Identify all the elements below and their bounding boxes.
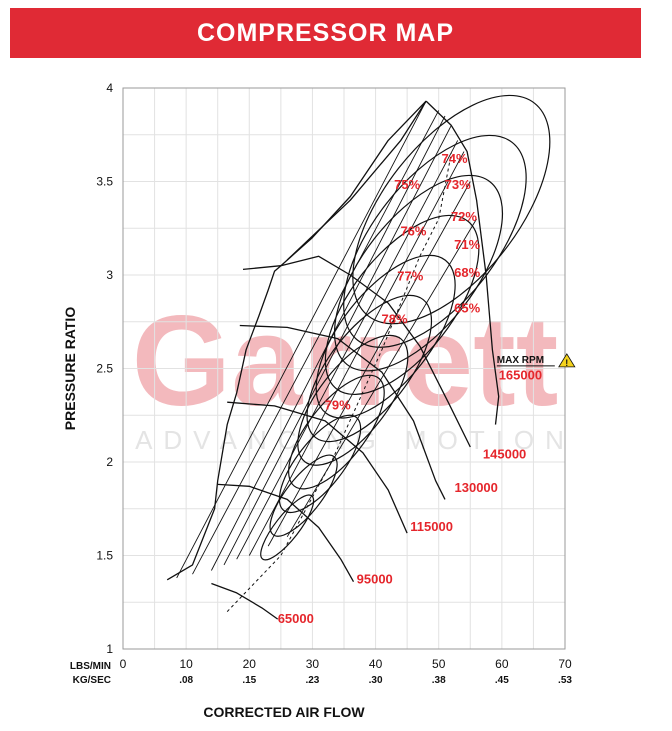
diagonal-guide-line — [286, 218, 477, 538]
x-tick-secondary-label: .15 — [242, 675, 256, 686]
page-title: COMPRESSOR MAP — [196, 18, 455, 47]
diagonal-guide-line — [192, 110, 440, 575]
warning-icon-glyph: ! — [565, 358, 568, 368]
plot-frame — [122, 87, 566, 650]
y-tick-label: 4 — [106, 81, 113, 95]
efficiency-label-73: 73% — [445, 177, 471, 192]
efficiency-island-71 — [333, 174, 504, 372]
watermark-brand: Garrett — [132, 290, 559, 433]
efficiency-label-65: 65% — [454, 300, 480, 315]
efficiency-island-72 — [324, 214, 480, 396]
y-tick-label: 3 — [106, 268, 113, 282]
efficiency-island-74 — [306, 294, 433, 443]
efficiency-island-73 — [315, 254, 456, 419]
speed-label-65000: 65000 — [278, 611, 314, 626]
speed-line-95000 — [217, 483, 355, 583]
warning-icon — [558, 353, 576, 368]
chart-axes: 0 10 .08 20 .15 30 .23 40 .30 50 .38 60 .45 70 .53 LBS/… — [62, 81, 572, 720]
speed-label-165000: 165000 — [499, 368, 542, 383]
x-tick-secondary-label: .08 — [179, 675, 193, 686]
efficiency-island-77 — [278, 414, 362, 514]
surge-line — [166, 100, 427, 581]
speed-line-130000 — [239, 324, 446, 500]
x-axis-title: CORRECTED AIR FLOW — [203, 704, 365, 720]
x-tick-label: 70 — [558, 657, 572, 671]
efficiency-label-77: 77% — [397, 269, 423, 284]
diagonal-guide-line — [236, 140, 459, 560]
speed-line-165000 — [286, 100, 427, 261]
x-tick-secondary-label: .53 — [558, 675, 572, 686]
y-tick-label: 1 — [106, 642, 113, 656]
speed-label-115000: 115000 — [410, 519, 453, 534]
x-tick-secondary-label: .45 — [495, 675, 509, 686]
speed-label-130000: 130000 — [455, 480, 498, 495]
chart-labels: 79% 78% 77% 76% 75% 74% 73% 72% 71% 68% 65% 65000 95… — [278, 151, 576, 626]
efficiency-label-72: 72% — [451, 209, 477, 224]
efficiency-label-78: 78% — [381, 312, 407, 327]
y-tick-label: 1.5 — [96, 549, 113, 563]
diagonal-guide-line — [248, 151, 465, 556]
speed-label-145000: 145000 — [483, 446, 526, 461]
y-tick-label: 2.5 — [96, 362, 113, 376]
x-tick-label: 40 — [369, 657, 383, 671]
x-tick-label: 50 — [432, 657, 446, 671]
efficiency-label-71: 71% — [454, 237, 480, 252]
x-tick-label: 10 — [179, 657, 193, 671]
y-axis-title: PRESSURE RATIO — [62, 307, 78, 431]
efficiency-label-79: 79% — [325, 398, 351, 413]
speed-line-65000 — [211, 582, 279, 620]
x-tick-secondary-label: .38 — [432, 675, 446, 686]
efficiency-island-78 — [269, 454, 338, 537]
x-unit-kg-sec: KG/SEC — [73, 675, 111, 686]
efficiency-island-65 — [352, 94, 551, 325]
efficiency-island-79 — [260, 494, 315, 561]
x-tick-secondary-label: .30 — [369, 675, 383, 686]
peak-efficiency-line — [226, 153, 452, 612]
watermark-tagline: ADVANCING MOTION — [135, 425, 575, 455]
x-tick-label: 0 — [120, 657, 127, 671]
x-unit-lbs-min: LBS/MIN — [70, 661, 111, 672]
efficiency-island-76 — [288, 374, 385, 490]
efficiency-label-74: 74% — [441, 151, 467, 166]
diagonal-guide-line — [176, 100, 427, 579]
y-tick-label: 3.5 — [96, 175, 113, 189]
max-rpm-label: MAX RPM — [497, 355, 544, 366]
efficiency-label-76: 76% — [400, 224, 426, 239]
efficiency-label-75: 75% — [394, 177, 420, 192]
diagonal-guide-line — [267, 181, 471, 547]
efficiency-island-68 — [343, 134, 527, 348]
x-tick-label: 20 — [243, 657, 257, 671]
watermark: Garrett ADVANCING MOTION — [132, 290, 575, 455]
choke-line — [425, 100, 500, 425]
speed-label-95000: 95000 — [357, 572, 393, 587]
x-tick-label: 60 — [495, 657, 509, 671]
efficiency-islands — [260, 94, 551, 561]
speed-line-145000 — [242, 255, 471, 448]
efficiency-island-75 — [297, 334, 409, 466]
y-tick-label: 2 — [106, 455, 113, 469]
x-tick-secondary-label: .23 — [305, 675, 319, 686]
title-banner: COMPRESSOR MAP — [10, 8, 641, 58]
efficiency-label-68: 68% — [454, 265, 480, 280]
x-tick-label: 30 — [306, 657, 320, 671]
